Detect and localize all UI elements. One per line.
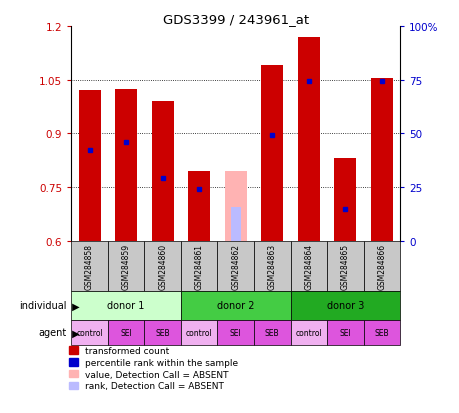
Bar bbox=[370, 78, 392, 241]
Text: donor 1: donor 1 bbox=[107, 301, 145, 311]
Text: SEI: SEI bbox=[120, 328, 132, 337]
Bar bbox=[326, 320, 363, 345]
Bar bbox=[107, 320, 144, 345]
Bar bbox=[71, 320, 107, 345]
Bar bbox=[71, 241, 107, 292]
Text: SEB: SEB bbox=[155, 328, 170, 337]
Bar bbox=[290, 292, 399, 320]
Bar bbox=[217, 320, 253, 345]
Bar bbox=[363, 241, 399, 292]
Text: GSM284858: GSM284858 bbox=[85, 244, 94, 290]
Text: GSM284861: GSM284861 bbox=[194, 244, 203, 290]
Bar bbox=[144, 241, 180, 292]
Text: GSM284859: GSM284859 bbox=[121, 243, 130, 290]
Bar bbox=[107, 241, 144, 292]
Bar bbox=[290, 241, 326, 292]
Text: control: control bbox=[185, 328, 212, 337]
Title: GDS3399 / 243961_at: GDS3399 / 243961_at bbox=[162, 13, 308, 26]
Text: GSM284864: GSM284864 bbox=[304, 243, 313, 290]
Bar bbox=[217, 241, 253, 292]
Text: individual: individual bbox=[19, 301, 67, 311]
Text: donor 3: donor 3 bbox=[326, 301, 363, 311]
Bar bbox=[253, 241, 290, 292]
Bar bbox=[326, 241, 363, 292]
Text: ▶: ▶ bbox=[69, 301, 79, 311]
Bar bbox=[180, 241, 217, 292]
Text: SEB: SEB bbox=[264, 328, 279, 337]
Text: SEB: SEB bbox=[374, 328, 388, 337]
Text: ▶: ▶ bbox=[69, 328, 79, 337]
Text: control: control bbox=[295, 328, 321, 337]
Text: GSM284866: GSM284866 bbox=[376, 243, 386, 290]
Bar bbox=[71, 292, 180, 320]
Text: GSM284863: GSM284863 bbox=[267, 243, 276, 290]
Bar bbox=[188, 172, 210, 241]
Bar bbox=[180, 320, 217, 345]
Bar bbox=[115, 89, 137, 241]
Text: SEI: SEI bbox=[339, 328, 351, 337]
Bar bbox=[253, 320, 290, 345]
Text: agent: agent bbox=[39, 328, 67, 337]
Bar bbox=[297, 38, 319, 241]
Text: SEI: SEI bbox=[230, 328, 241, 337]
Bar bbox=[363, 320, 399, 345]
Text: GSM284860: GSM284860 bbox=[158, 243, 167, 290]
Bar bbox=[290, 320, 326, 345]
Bar bbox=[261, 66, 283, 241]
Bar bbox=[78, 91, 101, 241]
Bar bbox=[224, 172, 246, 241]
Text: GSM284862: GSM284862 bbox=[231, 244, 240, 290]
Text: donor 2: donor 2 bbox=[217, 301, 254, 311]
Bar bbox=[230, 207, 240, 241]
Legend: transformed count, percentile rank within the sample, value, Detection Call = AB: transformed count, percentile rank withi… bbox=[69, 347, 238, 391]
Bar bbox=[334, 159, 356, 241]
Bar bbox=[144, 320, 180, 345]
Text: control: control bbox=[76, 328, 103, 337]
Bar bbox=[180, 292, 290, 320]
Text: GSM284865: GSM284865 bbox=[340, 243, 349, 290]
Bar bbox=[151, 102, 173, 241]
